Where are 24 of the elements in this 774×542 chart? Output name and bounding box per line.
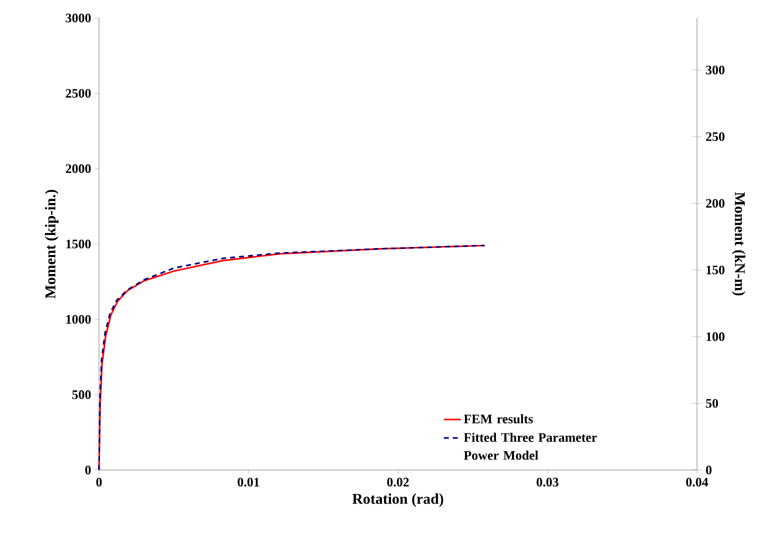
y2-axis-title: Moment (kN-m) <box>732 192 746 296</box>
y-tick-label: 2500 <box>66 88 91 98</box>
y-tick-label: 2000 <box>66 164 91 174</box>
y-tick-label: 500 <box>72 390 91 400</box>
x-tick-label: 0.02 <box>387 478 409 487</box>
y-tick-label: 0 <box>85 466 91 474</box>
y2-tick-label: 0 <box>706 466 712 474</box>
x-tick-label: 0 <box>96 478 102 487</box>
legend-label: Fitted Three Parameter Power Model <box>464 432 597 460</box>
x-tick-label: 0.03 <box>536 478 558 487</box>
y2-tick-label: 50 <box>706 398 718 408</box>
y2-tick-label: 100 <box>706 332 724 342</box>
y-tick-label: 1000 <box>66 314 91 324</box>
x-axis-title: Rotation (rad) <box>352 493 444 507</box>
y2-tick-label: 200 <box>706 198 724 208</box>
x-tick-label: 0.01 <box>238 478 260 487</box>
y2-tick-label: 250 <box>706 132 724 142</box>
y2-tick-label: 150 <box>706 266 724 274</box>
y-tick-label: 3000 <box>66 14 91 22</box>
y-tick-label: 1500 <box>66 240 91 248</box>
x-tick-label: 0.04 <box>686 478 708 487</box>
y2-tick-label: 300 <box>706 66 724 74</box>
y-axis-title: Moment (kip-in.) <box>44 190 58 299</box>
legend-label: FEM results <box>464 414 533 424</box>
